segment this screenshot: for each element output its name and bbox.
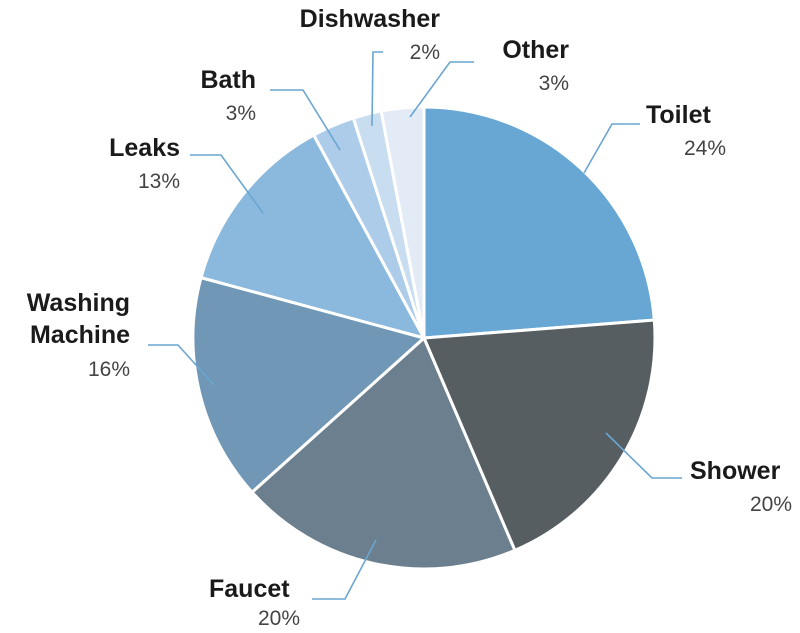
slice-label-washing-machine: Washing Machine [27,289,130,349]
slice-percent-shower: 20% [750,493,792,516]
pie-slices [191,105,657,571]
pie-slice-shower [422,318,657,552]
leader-line-toilet [583,123,640,174]
slice-percent-faucet: 20% [258,607,300,630]
slice-label-other: Other [502,36,569,64]
leader-lines [148,51,682,600]
leader-line-other [409,61,474,118]
slice-percent-dishwasher: 2% [410,41,440,64]
leader-line-leaks [190,154,264,214]
slice-label-shower: Shower [690,457,781,485]
pie-slice-faucet [250,336,517,571]
slice-labels: Toilet 24% Shower 20% Faucet 20% Washing Machin… [27,5,792,630]
slice-label-bath: Bath [200,66,256,94]
leader-line-shower [605,432,682,479]
slice-percent-leaks: 13% [138,170,180,193]
leader-line-dishwasher [371,51,383,127]
leader-line-faucet [312,539,377,600]
slice-percent-washing-machine: 16% [88,358,130,381]
slice-label-faucet: Faucet [209,575,290,603]
slice-label-dishwasher: Dishwasher [300,5,441,33]
slice-label-leaks: Leaks [109,134,180,162]
slice-percent-toilet: 24% [684,137,726,160]
leader-line-washing-machine [148,344,215,386]
slice-label-toilet: Toilet [646,101,711,129]
slice-percent-other: 3% [539,72,569,95]
slice-percent-bath: 3% [226,102,256,125]
pie-slice-toilet [422,105,656,340]
pie-slice-leaks [199,133,426,340]
leader-line-bath [270,89,341,151]
pie-slice-other [379,105,426,340]
pie-slice-washing-machine [191,276,426,494]
